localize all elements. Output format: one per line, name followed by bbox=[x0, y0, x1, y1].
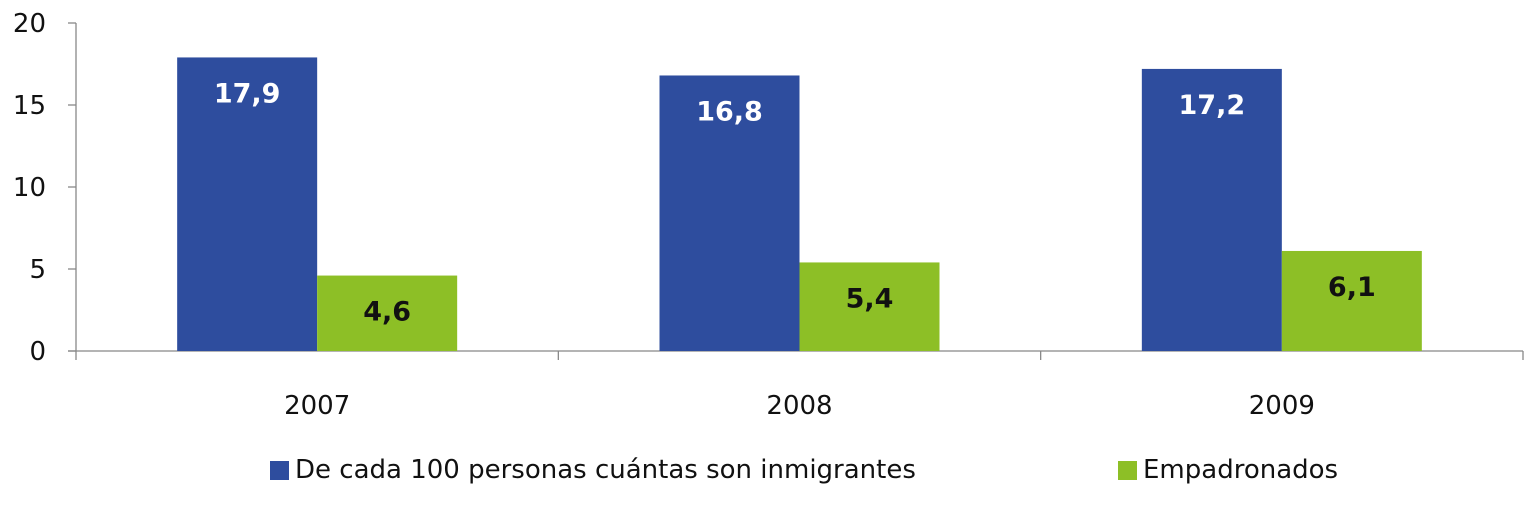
y-tick-label: 20 bbox=[13, 9, 46, 39]
y-tick-label: 0 bbox=[29, 337, 46, 367]
bars bbox=[177, 57, 1422, 352]
x-axis: 2007 2008 2009 bbox=[68, 350, 1524, 421]
bar-series0-2008 bbox=[659, 75, 800, 351]
y-tick-label: 10 bbox=[13, 173, 46, 203]
x-tick-label: 2009 bbox=[1249, 391, 1315, 421]
bar-series0-2009 bbox=[1141, 68, 1282, 352]
data-label-series1-2007: 4,6 bbox=[363, 297, 411, 328]
data-label-series1-2009: 6,1 bbox=[1328, 272, 1376, 303]
bar-series1-2009 bbox=[1281, 250, 1422, 351]
x-tick-label: 2007 bbox=[284, 391, 350, 421]
x-tick-label: 2008 bbox=[766, 391, 832, 421]
bar-series0-2007 bbox=[177, 57, 318, 351]
legend-item-inmigrantes: De cada 100 personas cuántas son inmigra… bbox=[270, 455, 916, 485]
legend: De cada 100 personas cuántas son inmigra… bbox=[0, 455, 1527, 495]
data-label-series0-2009: 17,2 bbox=[1179, 90, 1246, 121]
data-label-series0-2007: 17,9 bbox=[214, 78, 281, 109]
y-tick-label: 15 bbox=[13, 91, 46, 121]
bar-series1-2008 bbox=[799, 262, 940, 351]
data-labels: 17,9 16,8 17,2 4,6 5,4 6,1 bbox=[214, 78, 1376, 327]
legend-swatch-empadronados bbox=[1118, 460, 1137, 480]
data-label-series0-2008: 16,8 bbox=[696, 96, 763, 127]
legend-label-inmigrantes: De cada 100 personas cuántas son inmigra… bbox=[295, 455, 916, 485]
bar-chart: 0 5 10 15 20 2007 2008 2009 17,9 16,8 17,2 4,6 5,4… bbox=[13, 9, 1524, 421]
y-axis: 0 5 10 15 20 bbox=[13, 9, 77, 367]
legend-swatch-inmigrantes bbox=[270, 460, 289, 480]
legend-label-empadronados: Empadronados bbox=[1143, 455, 1339, 485]
data-label-series1-2008: 5,4 bbox=[846, 283, 894, 314]
y-tick-label: 5 bbox=[29, 255, 46, 285]
legend-item-empadronados: Empadronados bbox=[1118, 455, 1338, 485]
bar-series1-2007 bbox=[317, 275, 458, 351]
